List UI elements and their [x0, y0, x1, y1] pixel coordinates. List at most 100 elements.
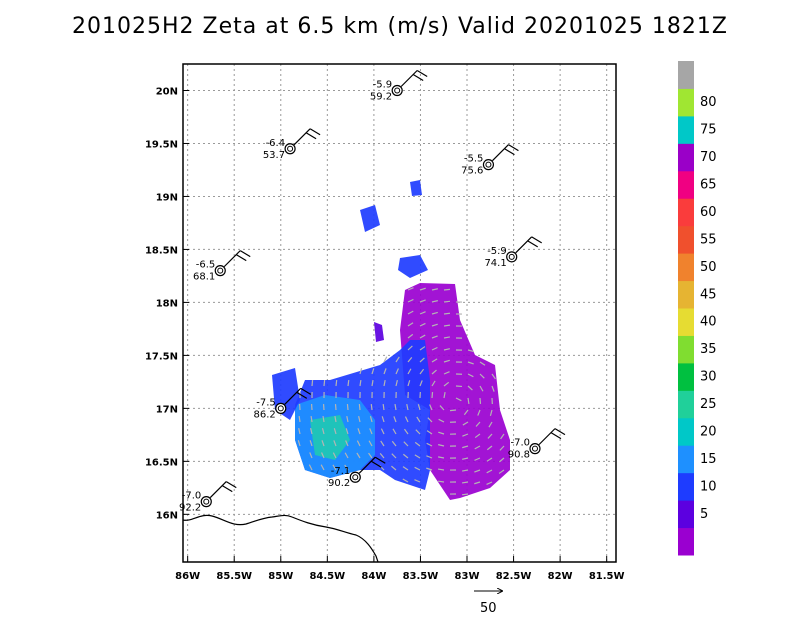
station-top-value: -7.0 [182, 491, 202, 502]
wind-vector [359, 379, 362, 387]
wind-vector [474, 457, 481, 461]
station-marker: -7.090.8 [508, 428, 566, 461]
station-marker: -5.959.2 [370, 69, 428, 102]
colorbar-swatch [678, 61, 694, 89]
wind-vector [402, 466, 409, 471]
wind-vector [344, 452, 349, 459]
wind-vector [345, 428, 349, 435]
wind-barb-staff [293, 128, 311, 146]
tick-label-lat: 18.5N [145, 245, 178, 256]
wind-vector [416, 416, 421, 423]
wind-barb-staff [400, 70, 418, 87]
wind-vector [462, 433, 469, 437]
station-outer-ring [284, 143, 296, 155]
colorbar-swatch [678, 143, 694, 172]
wind-vector [356, 452, 361, 459]
colorbar-label: 65 [700, 178, 717, 193]
wind-vector [334, 403, 337, 411]
wind-vector [426, 455, 433, 459]
zeta-field [272, 180, 510, 500]
tick-label-lat: 18N [156, 298, 178, 309]
station-inner-ring [287, 145, 294, 152]
station-inner-ring [277, 405, 284, 412]
tick-label-lon: 83W [455, 571, 480, 582]
wind-vector [419, 322, 426, 327]
colorbar-label: 45 [700, 287, 717, 302]
wind-vector [467, 349, 474, 353]
colorbar-label: 35 [700, 342, 717, 357]
wind-vector [419, 287, 426, 291]
radar-echo [410, 180, 422, 196]
wind-vector [437, 468, 445, 471]
wind-vector [438, 418, 445, 423]
wind-vector [345, 440, 349, 447]
colorbar-swatch [678, 472, 694, 501]
wind-vector [298, 428, 301, 435]
wind-vector [380, 440, 385, 447]
wind-vector [488, 421, 493, 428]
wind-vector [467, 361, 474, 365]
dropsonde-stations: -5.959.2-6.453.7 -5.575.6-6.568.1-5.974.1… [179, 69, 566, 514]
wind-barb-flag [550, 432, 562, 440]
wind-vector [475, 421, 481, 427]
station-marker: -6.568.1 [193, 250, 251, 283]
wind-vector [322, 415, 325, 423]
tick-label-lat: 16N [156, 510, 178, 521]
wind-vector [474, 481, 481, 485]
wind-barb-flag [300, 387, 312, 395]
station-top-value: -5.9 [373, 79, 393, 90]
wind-vector [407, 310, 414, 315]
colorbar-label: 55 [700, 232, 717, 247]
station-inner-ring [531, 445, 538, 452]
wind-vector [333, 440, 337, 447]
reference-label: 50 [480, 601, 497, 616]
colorbar-label: 75 [700, 123, 717, 138]
wind-vector [461, 493, 469, 496]
wind-barb-staff [515, 236, 533, 254]
wind-vector [437, 480, 445, 483]
vector-reference: 50 [474, 591, 502, 616]
wind-barb-flag [309, 128, 321, 136]
colorbar-swatch [678, 362, 694, 391]
tick-label-lat: 16.5N [145, 457, 178, 468]
chart-title: 201025H2 Zeta at 6.5 km (m/s) Valid 2020… [72, 14, 728, 39]
colorbar-swatch [678, 225, 694, 254]
tick-label-lon: 84W [361, 571, 386, 582]
wind-vector [462, 445, 469, 449]
coastline [183, 514, 379, 562]
wind-vector [461, 469, 469, 472]
wind-vector [431, 311, 438, 315]
wind-vector [406, 404, 409, 411]
wind-vector [431, 391, 434, 399]
wind-vector [443, 371, 450, 375]
wind-vector [368, 452, 373, 459]
colorbar-label: 70 [700, 150, 717, 165]
wind-vector [391, 440, 397, 447]
wind-vector [499, 445, 505, 451]
wind-vector [402, 453, 409, 459]
tick-label-lat: 17N [156, 404, 178, 415]
station-outer-ring [214, 265, 226, 277]
tick-label-lon: 86W [175, 571, 200, 582]
wind-vector [335, 379, 338, 387]
wind-barb-flag [221, 485, 233, 493]
wind-barb-flag [504, 148, 515, 156]
colorbar-swatch [678, 198, 694, 227]
station-bottom-value: 74.1 [484, 258, 506, 269]
wind-barb-staff [538, 428, 556, 446]
colorbar-swatch [678, 170, 694, 199]
colorbar-swatch [678, 417, 694, 446]
wind-vector [407, 287, 414, 291]
wind-vector [491, 373, 496, 380]
wind-vector [479, 361, 486, 366]
wind-vector [437, 456, 445, 459]
wind-vector [474, 469, 481, 473]
wind-barb-flag [305, 132, 317, 140]
wind-barb-flag [374, 456, 386, 464]
wind-vector [407, 298, 414, 303]
station-outer-ring [349, 471, 361, 483]
tick-label-lat: 19.5N [145, 139, 178, 150]
station-top-value: -7.0 [510, 438, 530, 449]
station-marker: -7.190.2 [328, 456, 386, 489]
colorbar-label: 15 [700, 452, 717, 467]
